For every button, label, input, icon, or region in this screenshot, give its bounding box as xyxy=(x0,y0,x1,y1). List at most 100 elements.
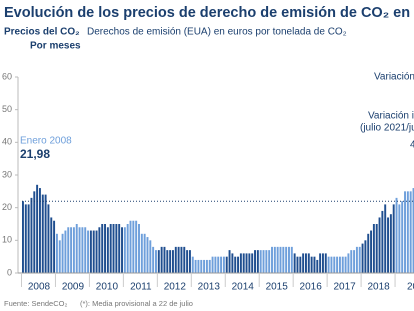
bar xyxy=(344,256,347,273)
y-tick-label: 30 xyxy=(2,169,12,179)
bar xyxy=(271,246,273,273)
bar xyxy=(36,184,39,273)
bar xyxy=(180,246,183,273)
bar xyxy=(276,246,279,273)
y-tick-label: 50 xyxy=(2,104,12,114)
bar xyxy=(118,224,121,273)
y-tick-label: 60 xyxy=(2,71,12,81)
x-tick-label: 2017 xyxy=(333,282,356,293)
y-tick-label: 20 xyxy=(2,202,12,212)
x-tick-label: 2018 xyxy=(367,282,390,293)
bar xyxy=(268,250,271,273)
bar xyxy=(89,230,92,273)
bar xyxy=(53,220,56,273)
bar xyxy=(50,217,53,273)
right-annotation: (julio 2021/jul xyxy=(360,123,414,134)
bar xyxy=(330,256,333,273)
bar xyxy=(78,227,81,273)
bar xyxy=(358,246,361,273)
bar xyxy=(149,240,152,273)
bar xyxy=(126,224,129,273)
bar xyxy=(169,250,172,273)
bar xyxy=(220,256,223,273)
bar xyxy=(313,256,316,273)
bar xyxy=(30,197,33,273)
bar xyxy=(372,224,375,273)
bar xyxy=(375,224,378,273)
x-tick-label: 20 xyxy=(407,282,414,293)
bar xyxy=(81,227,84,273)
bar xyxy=(307,253,310,273)
bar xyxy=(279,246,282,273)
bar xyxy=(27,204,30,273)
bar xyxy=(98,227,101,273)
bar xyxy=(194,259,197,273)
bar xyxy=(273,246,276,273)
bar xyxy=(47,204,50,273)
bar xyxy=(282,246,285,273)
bar xyxy=(251,253,254,273)
right-annotation: 4 xyxy=(410,140,414,151)
bar xyxy=(186,250,189,273)
bar xyxy=(296,256,299,273)
right-annotation: Variación xyxy=(374,72,414,83)
note: (*): Media provisional a 22 de julio xyxy=(80,299,193,308)
bar xyxy=(200,259,203,273)
bar xyxy=(256,250,259,273)
bar xyxy=(58,240,61,273)
bar xyxy=(38,188,41,273)
bar xyxy=(222,256,225,273)
bar xyxy=(341,256,344,273)
bar xyxy=(316,259,319,273)
bar xyxy=(92,230,95,273)
x-tick-label: 2011 xyxy=(130,282,152,293)
bar xyxy=(401,201,404,273)
bar xyxy=(171,250,174,273)
bar xyxy=(41,194,44,273)
bar xyxy=(121,227,123,273)
bar xyxy=(70,227,73,273)
bar xyxy=(123,227,126,273)
bar xyxy=(370,230,373,273)
bar xyxy=(166,250,169,273)
bar xyxy=(392,204,395,273)
bar xyxy=(338,256,341,273)
bar xyxy=(245,253,248,273)
bar xyxy=(112,224,115,273)
bar xyxy=(115,224,118,273)
bar xyxy=(191,256,194,273)
bar xyxy=(265,250,268,273)
bar xyxy=(84,227,87,273)
bar xyxy=(177,246,180,273)
bar xyxy=(138,224,140,273)
bar xyxy=(33,191,36,273)
bar xyxy=(163,246,166,273)
bar xyxy=(174,246,177,273)
bar xyxy=(327,256,330,273)
bar xyxy=(146,237,149,273)
annotation-value: 21,98 xyxy=(20,147,50,161)
x-tick-label: 2014 xyxy=(232,282,255,293)
bar xyxy=(143,233,146,273)
bar xyxy=(64,230,67,273)
bar xyxy=(355,246,358,273)
x-tick-label: 2015 xyxy=(266,282,289,293)
chart-title: Evolución de los precios de derecho de e… xyxy=(4,5,414,21)
bar xyxy=(254,250,256,273)
bar xyxy=(324,253,327,273)
bar xyxy=(203,259,206,273)
bar xyxy=(104,224,106,273)
bar xyxy=(285,246,288,273)
subtitle-bold: Precios del CO₂ xyxy=(4,27,80,38)
bar xyxy=(95,230,98,273)
y-tick-label: 40 xyxy=(2,137,12,147)
bar xyxy=(217,256,220,273)
bar xyxy=(299,256,302,273)
bar xyxy=(367,233,370,273)
bar xyxy=(129,220,132,273)
x-tick-label: 2016 xyxy=(300,282,323,293)
bar xyxy=(387,217,389,273)
subtitle: Derechos de emisión (EUA) en euros por t… xyxy=(87,27,347,38)
bar xyxy=(288,246,290,273)
